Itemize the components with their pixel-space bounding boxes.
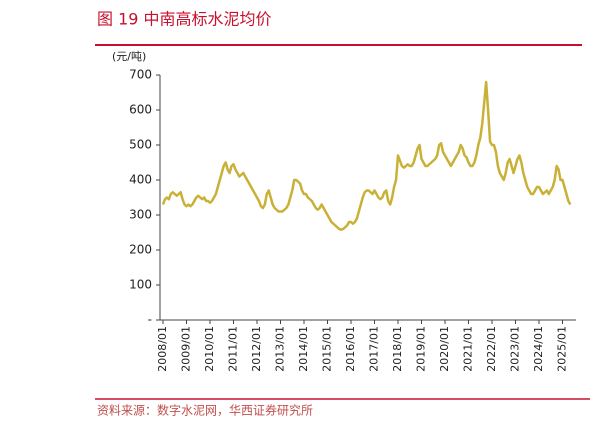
x-tick-label: 2017/01 (368, 326, 381, 372)
x-tick-label: 2015/01 (321, 326, 334, 372)
x-tick-label: 2016/01 (344, 326, 357, 372)
x-tick-label: 2025/01 (556, 326, 569, 372)
x-tick-label: 2009/01 (180, 326, 193, 372)
y-tick-label: 300 (129, 208, 152, 222)
y-tick-label: 400 (129, 173, 152, 187)
x-tick-label: 2012/01 (250, 326, 263, 372)
x-tick-label: 2014/01 (297, 326, 310, 372)
y-tick-label: 600 (129, 103, 152, 117)
x-tick-label: 2020/01 (438, 326, 451, 372)
x-tick-label: 2021/01 (462, 326, 475, 372)
x-tick-label: 2011/01 (227, 326, 240, 372)
y-tick-label: 500 (129, 138, 152, 152)
y-tick-label: 100 (129, 278, 152, 292)
chart-title: 图 19 中南高标水泥均价 (97, 10, 272, 29)
x-tick-label: 2013/01 (274, 326, 287, 372)
x-tick-label: 2018/01 (391, 326, 404, 372)
x-tick-label: 2024/01 (532, 326, 545, 372)
y-axis-label: (元/吨) (112, 50, 146, 63)
x-tick-label: 2022/01 (485, 326, 498, 372)
y-tick-label: 200 (129, 243, 152, 257)
x-tick-label: 2023/01 (509, 326, 522, 372)
x-tick-label: 2019/01 (415, 326, 428, 372)
x-tick-label: 2008/01 (156, 326, 169, 372)
source: 资料来源：数字水泥网，华西证券研究所 (97, 403, 313, 418)
y-tick-label: - (148, 313, 152, 327)
price-line (161, 80, 572, 231)
y-tick-label: 700 (129, 68, 152, 82)
x-tick-label: 2010/01 (203, 326, 216, 372)
